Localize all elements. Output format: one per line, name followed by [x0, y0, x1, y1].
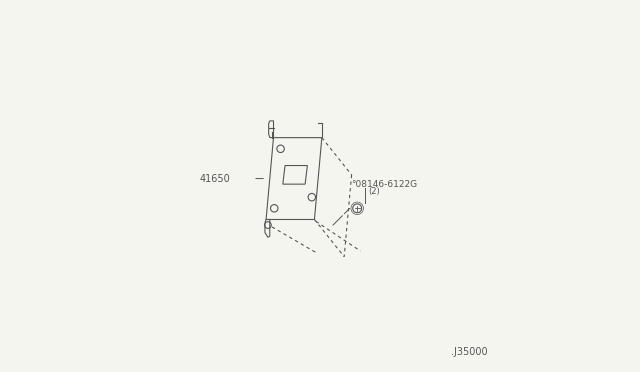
Text: .J35000: .J35000	[451, 347, 488, 357]
Text: (2): (2)	[369, 187, 380, 196]
Text: 41650: 41650	[200, 174, 231, 183]
Text: °08146-6122G: °08146-6122G	[351, 180, 418, 189]
